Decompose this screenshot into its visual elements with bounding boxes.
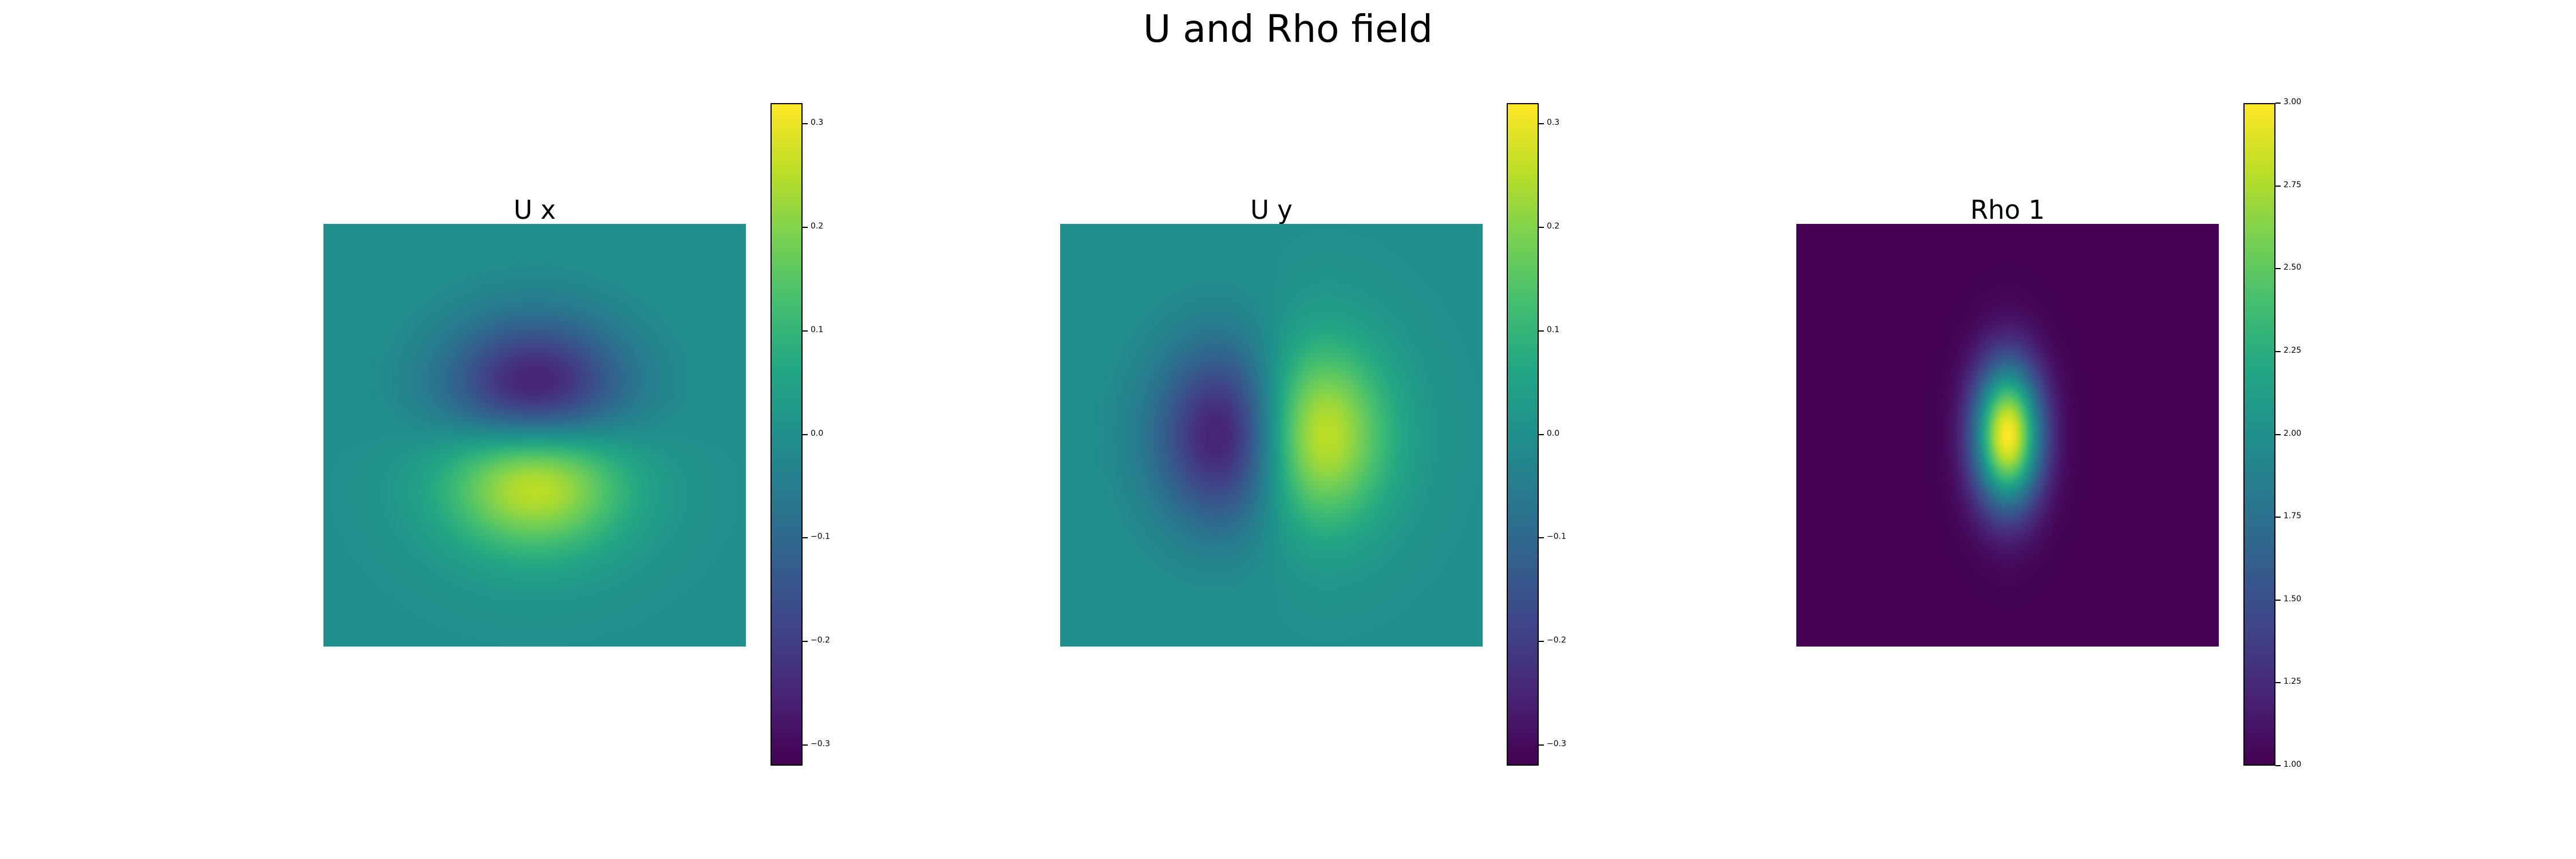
colorbar-tick-mark (803, 537, 808, 539)
colorbar-tick-mark (1539, 434, 1544, 435)
colorbar-tick-label: 0.2 (1547, 221, 1560, 231)
colorbar-tick-label: −0.3 (811, 739, 830, 748)
colorbar-tick-mark (2275, 350, 2281, 352)
colorbar-tick-mark (2275, 517, 2281, 518)
colorbar-tick-mark (2275, 185, 2281, 187)
colorbar-tick-mark (2275, 434, 2281, 435)
colorbar-tick-mark (803, 226, 808, 228)
colorbar-tick-label: −0.1 (1547, 532, 1566, 542)
colorbar-tick-mark (2275, 765, 2281, 766)
colorbar-tick-label: 1.50 (2283, 594, 2302, 604)
colorbar-tick-mark (2275, 599, 2281, 601)
colorbar-tick-mark (1539, 226, 1544, 228)
colorbar-tick-mark (2275, 682, 2281, 684)
panel-title-ux: U x (513, 195, 556, 225)
heatmap-uy (1060, 224, 1483, 647)
colorbar-tick-mark (803, 330, 808, 332)
colorbar-tick-label: 0.1 (811, 325, 824, 334)
colorbar-tick-label: 0.0 (811, 428, 824, 438)
colorbar-tick-mark (803, 744, 808, 746)
colorbar-tick-label: 0.2 (811, 221, 824, 231)
colorbar-tick-label: 0.3 (811, 118, 824, 128)
colorbar-tick-mark (1539, 330, 1544, 332)
colorbar-tick-label: −0.2 (811, 636, 830, 645)
colorbar-ux (771, 103, 803, 766)
colorbar-tick-label: −0.2 (1547, 636, 1566, 645)
colorbar-tick-mark (2275, 103, 2281, 104)
colorbar-tick-mark (1539, 744, 1544, 746)
heatmap-ux (323, 224, 746, 647)
colorbar-tick-mark (2275, 268, 2281, 270)
colorbar-tick-label: 2.50 (2283, 263, 2302, 273)
panel-title-uy: U y (1250, 195, 1293, 225)
colorbar-tick-mark (1539, 537, 1544, 539)
colorbar-gradient-uy (1508, 104, 1538, 765)
colorbar-gradient-ux (772, 104, 801, 765)
colorbar-tick-label: 0.1 (1547, 325, 1560, 334)
colorbar-tick-label: 1.00 (2283, 760, 2302, 769)
colorbar-tick-mark (803, 434, 808, 435)
colorbar-tick-mark (803, 123, 808, 125)
colorbar-tick-label: 2.00 (2283, 428, 2302, 438)
colorbar-tick-label: −0.3 (1547, 739, 1566, 748)
colorbar-rho (2243, 103, 2275, 766)
heatmap-rho (1796, 224, 2219, 647)
figure-title: U and Rho field (1143, 7, 1433, 51)
colorbar-tick-label: 1.25 (2283, 677, 2302, 687)
colorbar-tick-label: 1.75 (2283, 511, 2302, 521)
colorbar-tick-label: 2.25 (2283, 345, 2302, 355)
colorbar-uy (1507, 103, 1539, 766)
colorbar-tick-mark (1539, 123, 1544, 125)
colorbar-tick-label: 0.0 (1547, 428, 1560, 438)
colorbar-gradient-rho (2245, 104, 2274, 765)
colorbar-tick-label: −0.1 (811, 532, 830, 542)
colorbar-tick-mark (803, 641, 808, 643)
colorbar-tick-label: 2.75 (2283, 180, 2302, 190)
colorbar-tick-mark (1539, 641, 1544, 643)
panel-title-rho: Rho 1 (1970, 195, 2045, 225)
colorbar-tick-label: 3.00 (2283, 97, 2302, 107)
colorbar-tick-label: 0.3 (1547, 118, 1560, 128)
